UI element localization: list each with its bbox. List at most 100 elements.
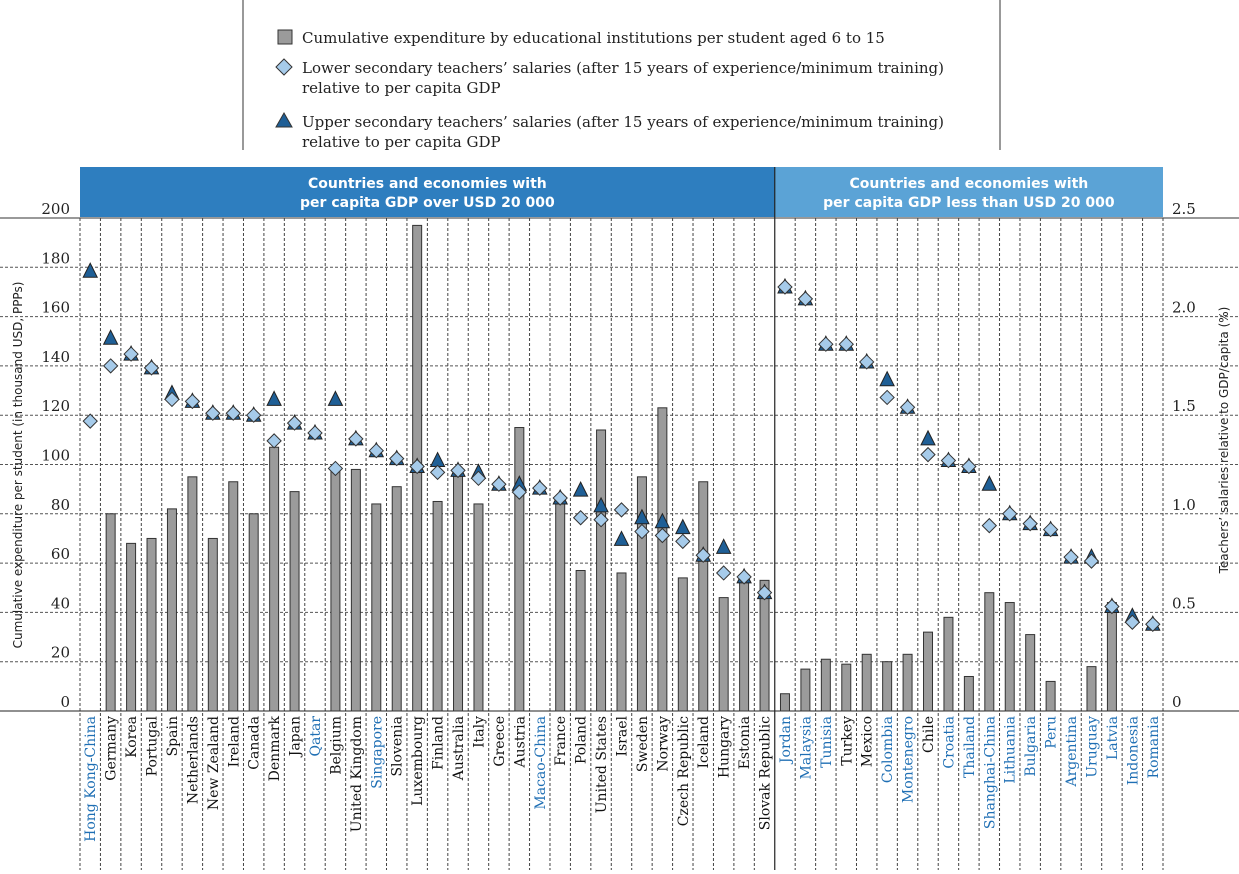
country-label: Korea [124,716,140,758]
country-label: Germany [104,716,120,781]
country-label: Thailand [962,716,978,778]
country-labels: Hong Kong-China Germany Korea Portugal Spain… [83,715,1162,841]
bar [596,429,607,712]
bar [1106,602,1117,712]
lower-marker [838,336,854,352]
lower-marker [348,431,364,447]
bar [882,661,893,712]
country-label: Poland [574,716,590,764]
lower-marker [695,547,711,563]
country-label: Israel [615,715,631,756]
left-tick-label: 20 [51,644,70,662]
bar [943,616,954,712]
country-label: Ireland [226,716,242,767]
bar [555,503,566,712]
bar [800,668,811,712]
bar [248,513,259,712]
legend-diamond-icon [275,58,293,76]
lower-marker [1002,506,1018,522]
country-label: Norway [655,716,671,772]
group-banner-subtitle: per capita GDP over USD 20 000 [300,195,555,211]
lower-marker [859,354,875,370]
left-tick-label: 0 [60,693,70,711]
country-label: Uruguay [1084,716,1100,778]
lower-marker [715,565,732,581]
lower-marker [675,533,691,550]
lower-markers [82,279,1161,632]
bar [453,473,464,712]
legend: Cumulative expenditure by educational in… [242,0,1001,151]
country-label: Slovenia [390,716,406,777]
country-label: Qatar [308,716,324,757]
lower-marker [756,584,773,601]
country-label: Argentina [1064,716,1080,788]
bar [841,663,852,712]
lower-marker [613,502,630,518]
legend-upper-label: Upper secondary teachers’ salaries (afte… [302,113,944,131]
bar [1025,634,1036,712]
bar [984,592,995,712]
group-banner-subtitle: per capita GDP less than USD 20 000 [823,195,1115,211]
lower-marker [532,480,548,496]
upper-marker [715,538,732,554]
country-label: United States [594,716,610,813]
country-label: Macao-China [533,716,549,810]
lower-marker [797,291,814,307]
country-label: Lithuania [1003,716,1019,784]
country-label: Montenegro [901,716,917,803]
bar [759,579,770,712]
country-label: Romania [1146,716,1162,778]
upper-marker [654,512,671,529]
bar [902,653,913,712]
lower-marker [368,442,384,459]
lower-marker [225,405,241,421]
bar [923,631,934,712]
upper-marker [634,508,650,525]
bar [657,407,668,712]
lower-marker [102,358,119,374]
left-tick-label: 140 [41,348,70,366]
bar [514,427,525,712]
left-tick-labels: 0 20 40 60 80 100 120 140 160 180 200 [41,200,70,711]
country-label: Indonesia [1125,716,1141,785]
country-label: Italy [471,716,487,748]
upper-marker [981,475,998,491]
lower-marker [307,425,323,441]
lower-marker [1124,614,1141,630]
bar [207,537,218,712]
lower-marker [879,389,895,406]
left-tick-label: 120 [41,397,70,415]
upper-marker [266,390,282,406]
right-tick-label: 2.0 [1172,299,1196,317]
country-label: Colombia [880,716,896,783]
lower-marker [818,336,834,352]
upper-marker [327,390,344,406]
right-tick-label: 1.5 [1172,397,1196,415]
bar [126,542,137,712]
lower-marker [634,523,650,540]
bar [166,508,177,712]
right-tick-label: 0.5 [1172,594,1196,612]
bar [718,597,729,712]
bar [739,577,750,712]
country-label: Singapore [369,716,385,789]
lower-marker [429,464,446,481]
country-label: Malaysia [798,716,814,779]
country-label: Estonia [737,716,753,769]
country-label: Japan [288,716,304,758]
bar [698,481,709,712]
bar [473,503,484,712]
country-label: Austria [512,716,528,768]
legend-bar-swatch [277,29,293,45]
lower-marker [1042,521,1059,538]
upper-marker [674,518,691,535]
lower-marker [593,512,609,528]
bar [289,491,300,712]
legend-lower-label-cont: relative to per capita GDP [302,79,501,97]
bar [779,693,790,712]
lower-marker [205,405,221,421]
bar [187,476,198,712]
bar [269,446,280,712]
right-tick-labels: 0 0.5 1.0 1.5 2.0 2.5 [1172,200,1196,711]
country-label: Luxembourg [410,716,426,806]
